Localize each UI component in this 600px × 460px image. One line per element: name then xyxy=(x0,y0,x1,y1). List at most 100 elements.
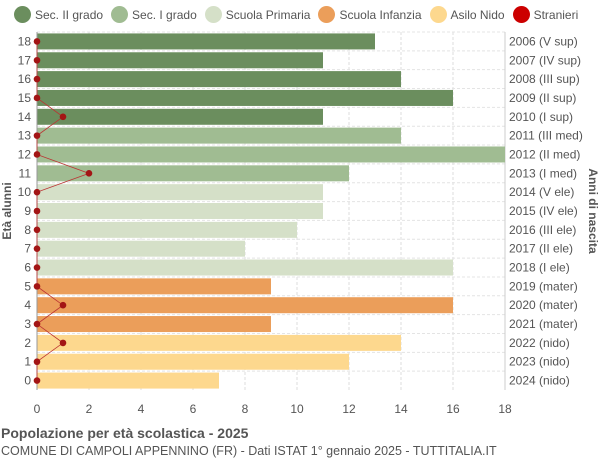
legend-label: Sec. II grado xyxy=(35,7,104,22)
chart-subtitle: COMUNE DI CAMPOLI APPENNINO (FR) - Dati … xyxy=(1,444,497,458)
stranieri-point xyxy=(33,38,41,45)
birth-year-label: 2009 (II sup) xyxy=(509,91,576,105)
stranieri-point xyxy=(33,56,41,64)
legend-label: Asilo Nido xyxy=(450,7,505,22)
birth-year-label: 2022 (nido) xyxy=(509,336,570,350)
bar xyxy=(37,221,297,238)
bar xyxy=(37,372,219,389)
bar xyxy=(37,353,349,370)
y-tick-label: 5 xyxy=(24,279,31,293)
stranieri-point xyxy=(33,75,41,83)
bar xyxy=(37,146,505,163)
y-axis-title: Età alunni xyxy=(0,182,14,239)
y-tick-label: 14 xyxy=(18,110,32,124)
chart-title: Popolazione per età scolastica - 2025 xyxy=(1,425,249,441)
legend: Sec. II grado Sec. I grado Scuola Primaria… xyxy=(14,6,586,23)
legend-swatch xyxy=(429,6,447,23)
birth-year-label: 2024 (nido) xyxy=(509,374,570,388)
bar xyxy=(37,165,349,182)
stranieri-point xyxy=(33,264,41,271)
legend-swatch xyxy=(318,6,336,23)
legend-item: Scuola Primaria xyxy=(204,6,311,23)
legend-item: Sec. I grado xyxy=(111,6,197,23)
birth-year-label: 2017 (II ele) xyxy=(509,242,573,256)
bar xyxy=(37,184,323,201)
x-tick-label: 12 xyxy=(342,402,356,416)
stranieri-point xyxy=(33,377,41,384)
birth-year-label: 2010 (I sup) xyxy=(509,110,573,124)
stranieri-point xyxy=(33,226,41,234)
y-tick-label: 16 xyxy=(18,72,32,86)
bar xyxy=(37,316,271,333)
x-tick-label: 6 xyxy=(190,402,197,416)
stranieri-point xyxy=(33,94,41,102)
stranieri-point xyxy=(59,301,67,309)
birth-year-label: 2014 (V ele) xyxy=(509,185,574,199)
y-tick-label: 13 xyxy=(18,129,32,143)
legend-swatch xyxy=(14,6,31,23)
y-tick-label: 11 xyxy=(19,166,32,180)
legend-swatch xyxy=(111,6,129,23)
birth-year-label: 2018 (I ele) xyxy=(509,261,570,275)
birth-year-label: 2007 (IV sup) xyxy=(509,53,581,67)
x-tick-label: 0 xyxy=(34,402,41,416)
stranieri-point xyxy=(33,245,41,252)
birth-year-label: 2020 (mater) xyxy=(509,298,578,312)
bar xyxy=(37,71,401,88)
y-tick-label: 10 xyxy=(18,185,32,199)
birth-year-label: 2016 (III ele) xyxy=(509,223,576,237)
stranieri-point xyxy=(33,188,41,196)
legend-swatch xyxy=(204,6,222,23)
y-axis-right-title: Anni di nascita xyxy=(586,168,600,254)
y-tick-label: 4 xyxy=(24,298,31,312)
legend-item: Stranieri xyxy=(512,6,579,23)
legend-label: Stranieri xyxy=(533,7,579,22)
y-tick-label: 3 xyxy=(24,317,31,331)
x-tick-label: 2 xyxy=(86,402,93,416)
stranieri-point xyxy=(59,113,67,121)
x-tick-label: 18 xyxy=(498,402,512,416)
y-tick-label: 18 xyxy=(18,34,32,48)
legend-label: Scuola Infanzia xyxy=(339,7,422,22)
birth-year-label: 2013 (I med) xyxy=(509,166,577,180)
y-tick-label: 8 xyxy=(24,223,31,237)
birth-year-label: 2023 (nido) xyxy=(509,355,570,369)
y-tick-label: 17 xyxy=(18,53,32,67)
stranieri-point xyxy=(85,170,93,177)
legend-label: Scuola Primaria xyxy=(225,7,311,22)
y-tick-label: 1 xyxy=(24,355,31,369)
y-tick-label: 15 xyxy=(18,91,32,105)
bar xyxy=(37,297,453,314)
bar xyxy=(37,334,401,351)
stranieri-point xyxy=(33,358,41,366)
bar xyxy=(37,89,453,106)
bar xyxy=(37,240,245,257)
x-tick-label: 10 xyxy=(290,402,304,416)
legend-item: Asilo Nido xyxy=(429,6,505,23)
bar xyxy=(37,203,323,219)
birth-year-label: 2006 (V sup) xyxy=(509,34,578,48)
legend-swatch xyxy=(512,6,530,23)
y-tick-label: 0 xyxy=(24,374,31,388)
legend-item: Scuola Infanzia xyxy=(318,6,422,23)
bar xyxy=(37,259,453,276)
x-tick-label: 16 xyxy=(446,402,460,416)
bar xyxy=(37,127,401,144)
birth-year-label: 2012 (II med) xyxy=(509,147,580,161)
birth-year-label: 2015 (IV ele) xyxy=(509,204,578,218)
birth-year-label: 2011 (III med) xyxy=(509,129,583,143)
stranieri-point xyxy=(33,151,41,158)
birth-year-label: 2008 (III sup) xyxy=(509,72,580,86)
birth-year-label: 2021 (mater) xyxy=(509,317,578,331)
x-tick-label: 14 xyxy=(394,402,408,416)
stranieri-point xyxy=(33,283,41,290)
stranieri-point xyxy=(59,339,67,347)
bar xyxy=(37,108,323,125)
bar xyxy=(37,278,271,295)
stranieri-point xyxy=(33,207,41,215)
x-tick-label: 4 xyxy=(138,402,145,416)
stranieri-point xyxy=(33,132,41,139)
legend-label: Sec. I grado xyxy=(132,7,197,22)
